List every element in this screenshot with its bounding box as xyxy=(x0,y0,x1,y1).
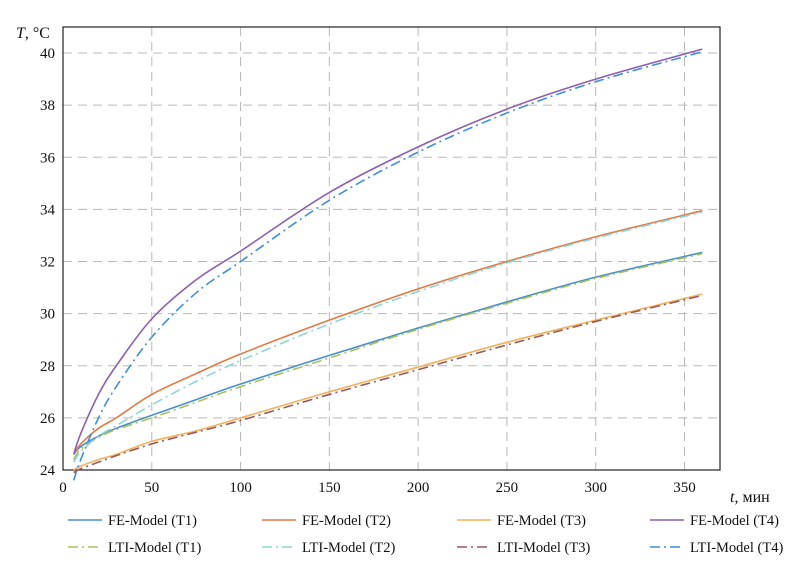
legend-item: LTI-Model (T1) xyxy=(68,540,201,556)
legend-label: LTI-Model (T1) xyxy=(108,540,201,556)
x-tick-label: 100 xyxy=(229,480,252,496)
legend-item: LTI-Model (T2) xyxy=(262,540,395,556)
grid-lines xyxy=(63,27,720,470)
legend-item: LTI-Model (T4) xyxy=(650,540,783,556)
legend-item: FE-Model (T2) xyxy=(262,513,391,529)
legend-item: FE-Model (T3) xyxy=(457,513,586,529)
legend-label: FE-Model (T3) xyxy=(497,513,586,529)
series-line-3 xyxy=(73,293,703,471)
y-tick-label: 26 xyxy=(40,411,56,427)
legend: FE-Model (T1) FE-Model (T2) FE-Model (T3) F… xyxy=(68,513,783,556)
x-tick-label: 200 xyxy=(407,480,430,496)
x-tick-label: 50 xyxy=(144,480,159,496)
y-tick-label: 32 xyxy=(40,255,55,271)
series-line-2 xyxy=(72,209,703,455)
plot-frame xyxy=(62,26,721,471)
y-axis-label: T, °C xyxy=(16,25,50,42)
x-tick-label: 150 xyxy=(318,480,341,496)
series-line-7 xyxy=(73,294,703,474)
y-axis-variable: T xyxy=(16,25,26,42)
legend-label: LTI-Model (T2) xyxy=(302,540,395,556)
x-tick-label: 300 xyxy=(584,480,607,496)
y-tick-label: 30 xyxy=(40,307,55,323)
series-line-1 xyxy=(73,251,703,455)
x-axis-label: t, мин xyxy=(730,489,770,506)
legend-item: LTI-Model (T3) xyxy=(457,540,590,556)
series-line-6 xyxy=(72,211,703,463)
series-line-5 xyxy=(72,252,703,461)
legend-label: LTI-Model (T3) xyxy=(497,540,590,556)
legend-label: FE-Model (T2) xyxy=(302,513,391,529)
tick-labels: 0 50 100 150 200 250 300 350 24 26 28 30 32 34 36 38 40 xyxy=(40,46,696,496)
series-lines xyxy=(72,48,703,481)
y-axis-unit: , °C xyxy=(25,25,50,42)
y-tick-label: 38 xyxy=(40,98,55,114)
x-tick-label: 350 xyxy=(673,480,696,496)
y-tick-label: 34 xyxy=(40,202,56,218)
y-tick-label: 24 xyxy=(40,463,56,479)
y-tick-label: 40 xyxy=(40,46,55,62)
x-axis-unit: , мин xyxy=(734,489,770,506)
x-axis-variable: t xyxy=(730,489,735,506)
x-tick-label: 0 xyxy=(59,480,67,496)
y-tick-label: 36 xyxy=(40,150,56,166)
series-line-4 xyxy=(72,48,703,455)
legend-label: FE-Model (T4) xyxy=(690,513,779,529)
x-tick-label: 250 xyxy=(496,480,519,496)
legend-item: FE-Model (T4) xyxy=(650,513,779,529)
legend-label: FE-Model (T1) xyxy=(108,513,197,529)
y-tick-label: 28 xyxy=(40,359,55,375)
series-line-8 xyxy=(72,50,703,481)
legend-item: FE-Model (T1) xyxy=(68,513,197,529)
legend-label: LTI-Model (T4) xyxy=(690,540,783,556)
